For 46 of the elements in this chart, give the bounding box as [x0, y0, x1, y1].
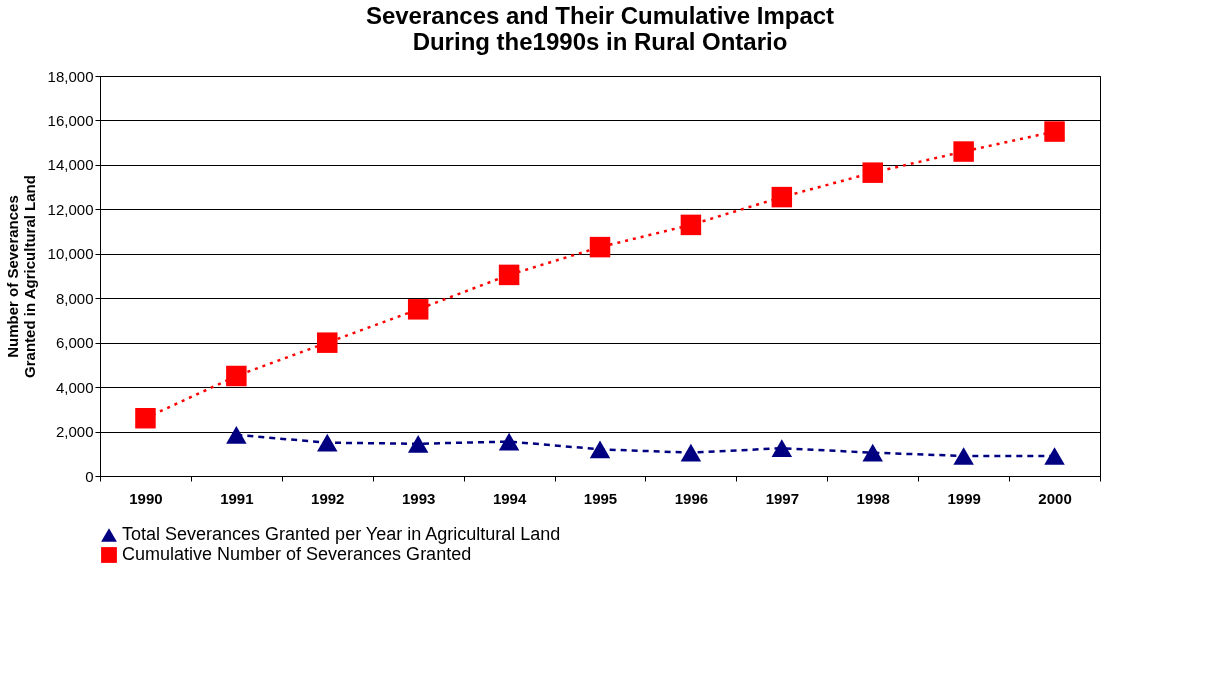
x-tick-label: 1999 [947, 489, 981, 507]
x-tick-label: 1994 [492, 489, 527, 507]
y-tick-label: 6,000 [55, 334, 94, 352]
point [589, 440, 611, 459]
x-tick-label: 1993 [401, 489, 436, 507]
point [317, 332, 338, 353]
y-axis-title: Number of Severances Granted in Agricultural Land [3, 175, 38, 378]
point [317, 433, 338, 452]
y-tick-label: 16,000 [47, 111, 94, 129]
x-tick-label: 1992 [311, 489, 345, 507]
x-tick-label: 1990 [129, 489, 163, 507]
point [1044, 447, 1065, 465]
point [226, 426, 247, 444]
x-tick-label: 2000 [1038, 489, 1072, 507]
y-tick-label: 4,000 [55, 378, 94, 396]
point [226, 365, 247, 387]
x-tick-label: 1996 [674, 489, 709, 507]
point [771, 186, 793, 208]
x-tick-label: 1997 [765, 489, 800, 507]
point [407, 299, 429, 320]
y-tick-label: 18,000 [47, 67, 94, 85]
y-tick-label: 10,000 [47, 245, 94, 263]
y-tick-label: 12,000 [47, 200, 94, 218]
point [498, 264, 520, 286]
y-tick-label: 0 [85, 467, 94, 485]
x-tick-label: 1995 [583, 489, 618, 507]
point [862, 162, 883, 183]
point [862, 443, 883, 462]
y-tick-label: 14,000 [47, 156, 94, 174]
point [407, 434, 429, 453]
x-tick-label: 1991 [220, 489, 254, 507]
point [498, 432, 520, 451]
point [680, 214, 702, 236]
point [135, 407, 156, 429]
point [953, 447, 974, 465]
legend-label: Cumulative Number of Severances Granted [122, 544, 472, 564]
x-tick-label: 1998 [856, 489, 890, 507]
y-tick-label: 2,000 [55, 423, 94, 441]
point [1044, 121, 1065, 142]
point [771, 439, 793, 458]
legend-label: Total Severances Granted per Year in Agricultural Land [122, 524, 561, 544]
chart-title: Severances and Their Cumulative Impact During the1990s in Rural Ontario [365, 2, 835, 55]
y-tick-label: 8,000 [55, 289, 94, 307]
point [680, 443, 702, 462]
point [953, 141, 974, 162]
point [589, 236, 611, 258]
